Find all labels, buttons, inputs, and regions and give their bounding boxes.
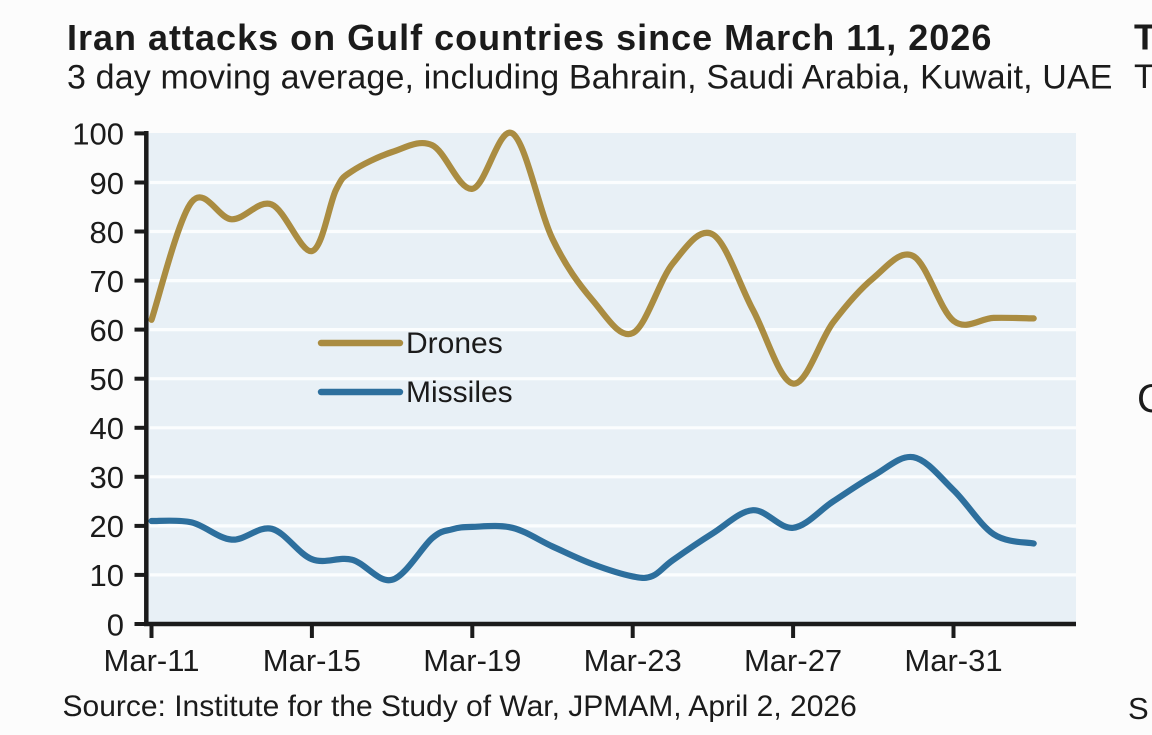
svg-text:Mar-15: Mar-15: [263, 643, 361, 678]
svg-text:100: 100: [72, 117, 124, 152]
svg-text:3 day moving average, includin: 3 day moving average, including Bahrain,…: [67, 59, 1113, 97]
svg-text:T: T: [1134, 58, 1152, 96]
svg-text:60: 60: [90, 313, 124, 348]
svg-text:30: 30: [90, 460, 124, 495]
svg-text:Mar-19: Mar-19: [423, 643, 521, 678]
svg-text:Source: Institute for the Stud: Source: Institute for the Study of War, …: [63, 690, 857, 723]
svg-text:Mar-23: Mar-23: [584, 643, 682, 678]
svg-text:70: 70: [90, 264, 124, 299]
svg-text:Mar-11: Mar-11: [104, 643, 200, 678]
svg-text:90: 90: [90, 166, 124, 201]
svg-text:40: 40: [90, 411, 124, 446]
svg-text:Iran attacks on Gulf countries: Iran attacks on Gulf countries since Mar…: [67, 17, 992, 58]
svg-text:Mar-27: Mar-27: [744, 643, 842, 678]
svg-text:Drones: Drones: [406, 327, 503, 360]
svg-text:0: 0: [107, 607, 124, 642]
svg-text:20: 20: [90, 509, 124, 544]
svg-text:Mar-31: Mar-31: [904, 643, 1002, 678]
svg-text:Missiles: Missiles: [406, 376, 513, 409]
svg-text:80: 80: [90, 215, 124, 250]
svg-text:50: 50: [90, 362, 124, 397]
svg-text:T: T: [1134, 17, 1152, 58]
svg-text:10: 10: [90, 558, 124, 593]
svg-text:S: S: [1128, 691, 1149, 726]
svg-text:C: C: [1137, 377, 1152, 421]
